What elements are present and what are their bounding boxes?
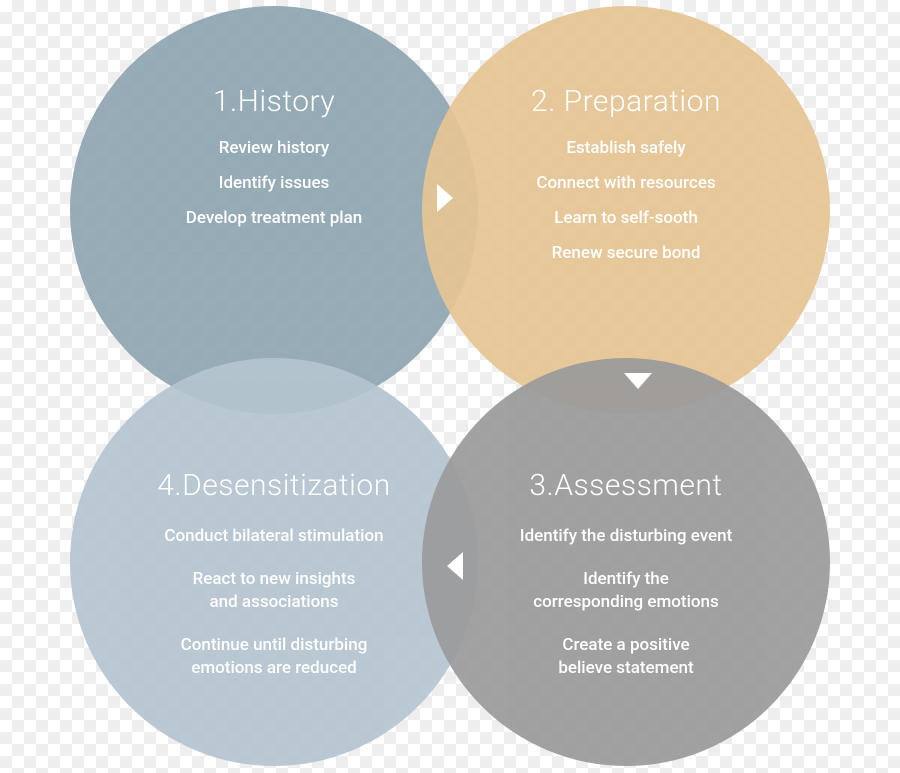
circle-history: 1.History Review history Identify issues D…	[70, 6, 478, 414]
circle-assessment-item: Identify the disturbing event	[520, 525, 733, 548]
circle-history-item: Review history	[219, 137, 330, 160]
circle-preparation-item: Renew secure bond	[552, 242, 701, 265]
circle-desensitization-items: Conduct bilateral stimulation React to ne…	[164, 525, 383, 680]
circle-desensitization-title: 4.Desensitization	[157, 468, 390, 503]
circle-history-items: Review history Identify issues Develop tre…	[186, 137, 363, 230]
circle-desensitization-item: Conduct bilateral stimulation	[164, 525, 383, 548]
arrow-down-icon	[624, 373, 652, 389]
circle-preparation-items: Establish safely Connect with resources Le…	[536, 137, 715, 265]
arrow-right-icon	[437, 184, 453, 212]
arrow-left-icon	[447, 552, 463, 580]
circle-desensitization-item: Continue until disturbing emotions are r…	[181, 634, 368, 680]
diagram-stage: 1.History Review history Identify issues D…	[70, 6, 830, 766]
circle-preparation: 2. Preparation Establish safely Connect w…	[422, 6, 830, 414]
circle-assessment-items: Identify the disturbing event Identify th…	[520, 525, 733, 680]
circle-preparation-item: Establish safely	[566, 137, 685, 160]
circle-preparation-title: 2. Preparation	[531, 84, 721, 119]
circle-history-item: Develop treatment plan	[186, 207, 363, 230]
circle-history-title: 1.History	[213, 84, 335, 119]
circle-assessment-item: Identify the corresponding emotions	[533, 568, 719, 614]
circle-assessment: 3.Assessment Identify the disturbing eve…	[422, 358, 830, 766]
circle-assessment-item: Create a positive believe statement	[558, 634, 693, 680]
circle-preparation-item: Learn to self-sooth	[554, 207, 698, 230]
circle-desensitization: 4.Desensitization Conduct bilateral stim…	[70, 358, 478, 766]
circle-assessment-title: 3.Assessment	[529, 468, 722, 503]
circle-preparation-item: Connect with resources	[536, 172, 715, 195]
circle-desensitization-item: React to new insights and associations	[193, 568, 356, 614]
circle-history-item: Identify issues	[219, 172, 330, 195]
